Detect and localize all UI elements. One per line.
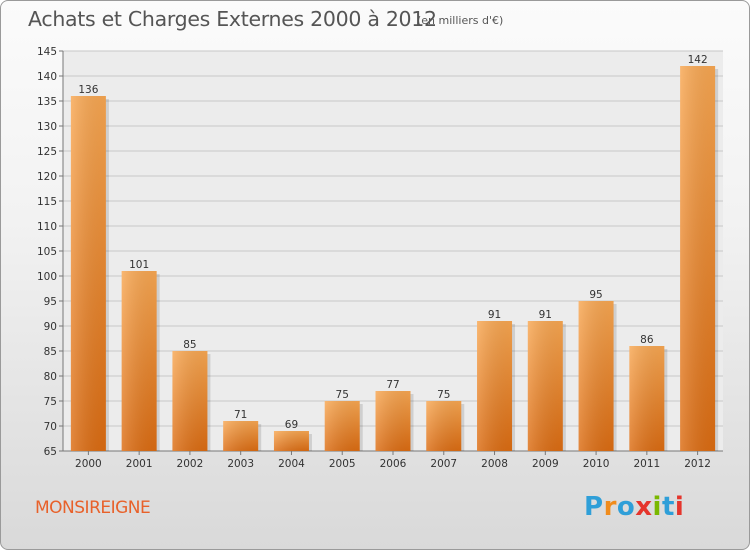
value-label-2004: 69 (285, 419, 298, 431)
value-label-2012: 142 (688, 54, 708, 66)
bar-highlight (324, 401, 360, 451)
value-label-2008: 91 (488, 309, 501, 321)
bar-highlight (121, 271, 157, 451)
proxiti-logo: Proxiti (584, 492, 684, 522)
value-label-2003: 71 (234, 409, 247, 421)
value-label-2007: 75 (437, 389, 450, 401)
x-tick-label-2002: 2002 (177, 458, 204, 470)
y-tick-label: 105 (37, 246, 57, 258)
bar-highlight (578, 301, 614, 451)
bar-highlight (426, 401, 462, 451)
logo-letter: i (652, 492, 662, 522)
x-tick-label-2004: 2004 (278, 458, 305, 470)
bar-highlight (477, 321, 513, 451)
bar-highlight (172, 351, 208, 451)
y-tick-label: 120 (37, 171, 57, 183)
x-tick-label-2005: 2005 (329, 458, 356, 470)
y-tick-label: 65 (44, 446, 57, 458)
y-tick-label: 70 (44, 421, 57, 433)
logo-letter: o (616, 492, 636, 522)
y-tick-label: 75 (44, 396, 57, 408)
value-label-2002: 85 (183, 339, 196, 351)
logo-letter: P (584, 492, 604, 522)
x-tick-label-2006: 2006 (380, 458, 407, 470)
bar-highlight (527, 321, 563, 451)
bar-highlight (680, 66, 716, 451)
value-label-2001: 101 (129, 259, 149, 271)
y-tick-label: 140 (37, 71, 57, 83)
logo-letter: x (635, 492, 653, 522)
x-tick-label-2000: 2000 (75, 458, 102, 470)
y-tick-label: 95 (44, 296, 57, 308)
x-tick-label-2007: 2007 (430, 458, 457, 470)
logo-letter: i (674, 492, 685, 522)
value-label-2009: 91 (539, 309, 552, 321)
x-tick-label-2008: 2008 (481, 458, 508, 470)
value-label-2010: 95 (589, 289, 602, 301)
y-tick-label: 80 (44, 371, 57, 383)
value-label-2006: 77 (386, 379, 399, 391)
bar-highlight (70, 96, 106, 451)
x-tick-label-2010: 2010 (583, 458, 610, 470)
value-label-2005: 75 (336, 389, 349, 401)
y-tick-label: 145 (37, 46, 57, 58)
x-tick-label-2011: 2011 (633, 458, 660, 470)
y-tick-label: 90 (44, 321, 57, 333)
chart-subtitle: (en milliers d'€) (417, 14, 504, 27)
x-tick-label-2012: 2012 (684, 458, 711, 470)
logo-letter: r (603, 492, 617, 522)
x-tick-label-2003: 2003 (227, 458, 254, 470)
y-tick-label: 110 (37, 221, 57, 233)
y-tick-label: 135 (37, 96, 57, 108)
bar-highlight (629, 346, 665, 451)
y-tick-label: 85 (44, 346, 57, 358)
chart-title: Achats et Charges Externes 2000 à 2012 (28, 7, 437, 31)
bar-highlight (375, 391, 411, 451)
commune-name: MONSIREIGNE (35, 498, 151, 518)
y-tick-label: 100 (37, 271, 57, 283)
value-label-2011: 86 (640, 334, 654, 346)
y-tick-label: 115 (37, 196, 57, 208)
x-tick-label-2009: 2009 (532, 458, 559, 470)
x-tick-label-2001: 2001 (126, 458, 153, 470)
value-label-2000: 136 (78, 84, 98, 96)
y-tick-label: 130 (37, 121, 57, 133)
bar-highlight (223, 421, 259, 451)
logo-letter: t (661, 492, 675, 522)
y-tick-label: 125 (37, 146, 57, 158)
bar-highlight (273, 431, 309, 451)
